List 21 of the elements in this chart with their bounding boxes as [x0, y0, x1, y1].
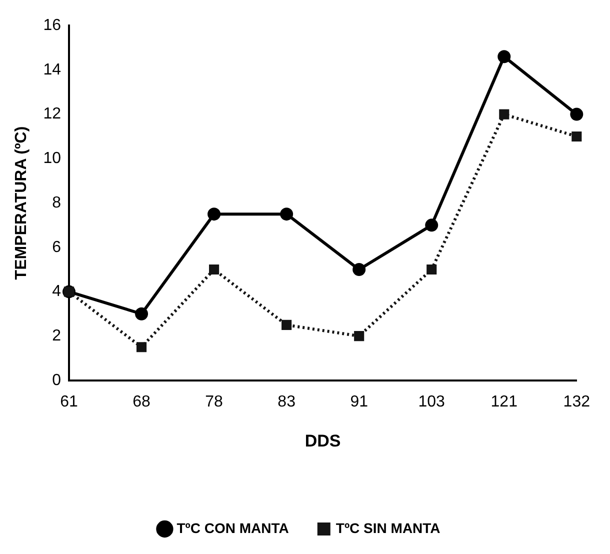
y-tick-label: 2	[52, 327, 62, 344]
legend-label: TºC CON MANTA	[176, 520, 289, 536]
x-axis-title: DDS	[304, 431, 341, 450]
x-tick-label: 68	[132, 393, 151, 410]
y-tick-label: 8	[52, 194, 62, 212]
y-tick-label: 14	[43, 61, 62, 78]
x-tick-label: 61	[60, 393, 78, 410]
y-tick-label: 16	[43, 17, 62, 34]
legend-label: TºC SIN MANTA	[336, 520, 440, 536]
x-tick-label: 91	[350, 393, 368, 410]
y-axis-title: TEMPERATURA (ºC)	[13, 126, 30, 280]
y-tick-label: 12	[43, 106, 62, 123]
y-tick-label: 0	[52, 372, 62, 389]
x-tick-label: 78	[205, 393, 224, 410]
x-tick-label: 103	[418, 393, 446, 410]
y-tick-label: 4	[52, 283, 62, 300]
x-tick-label: 83	[278, 393, 296, 410]
x-tick-label: 132	[563, 393, 590, 410]
x-tick-label: 121	[490, 393, 518, 410]
y-tick-label: 6	[52, 238, 62, 256]
y-tick-label: 10	[43, 150, 62, 168]
